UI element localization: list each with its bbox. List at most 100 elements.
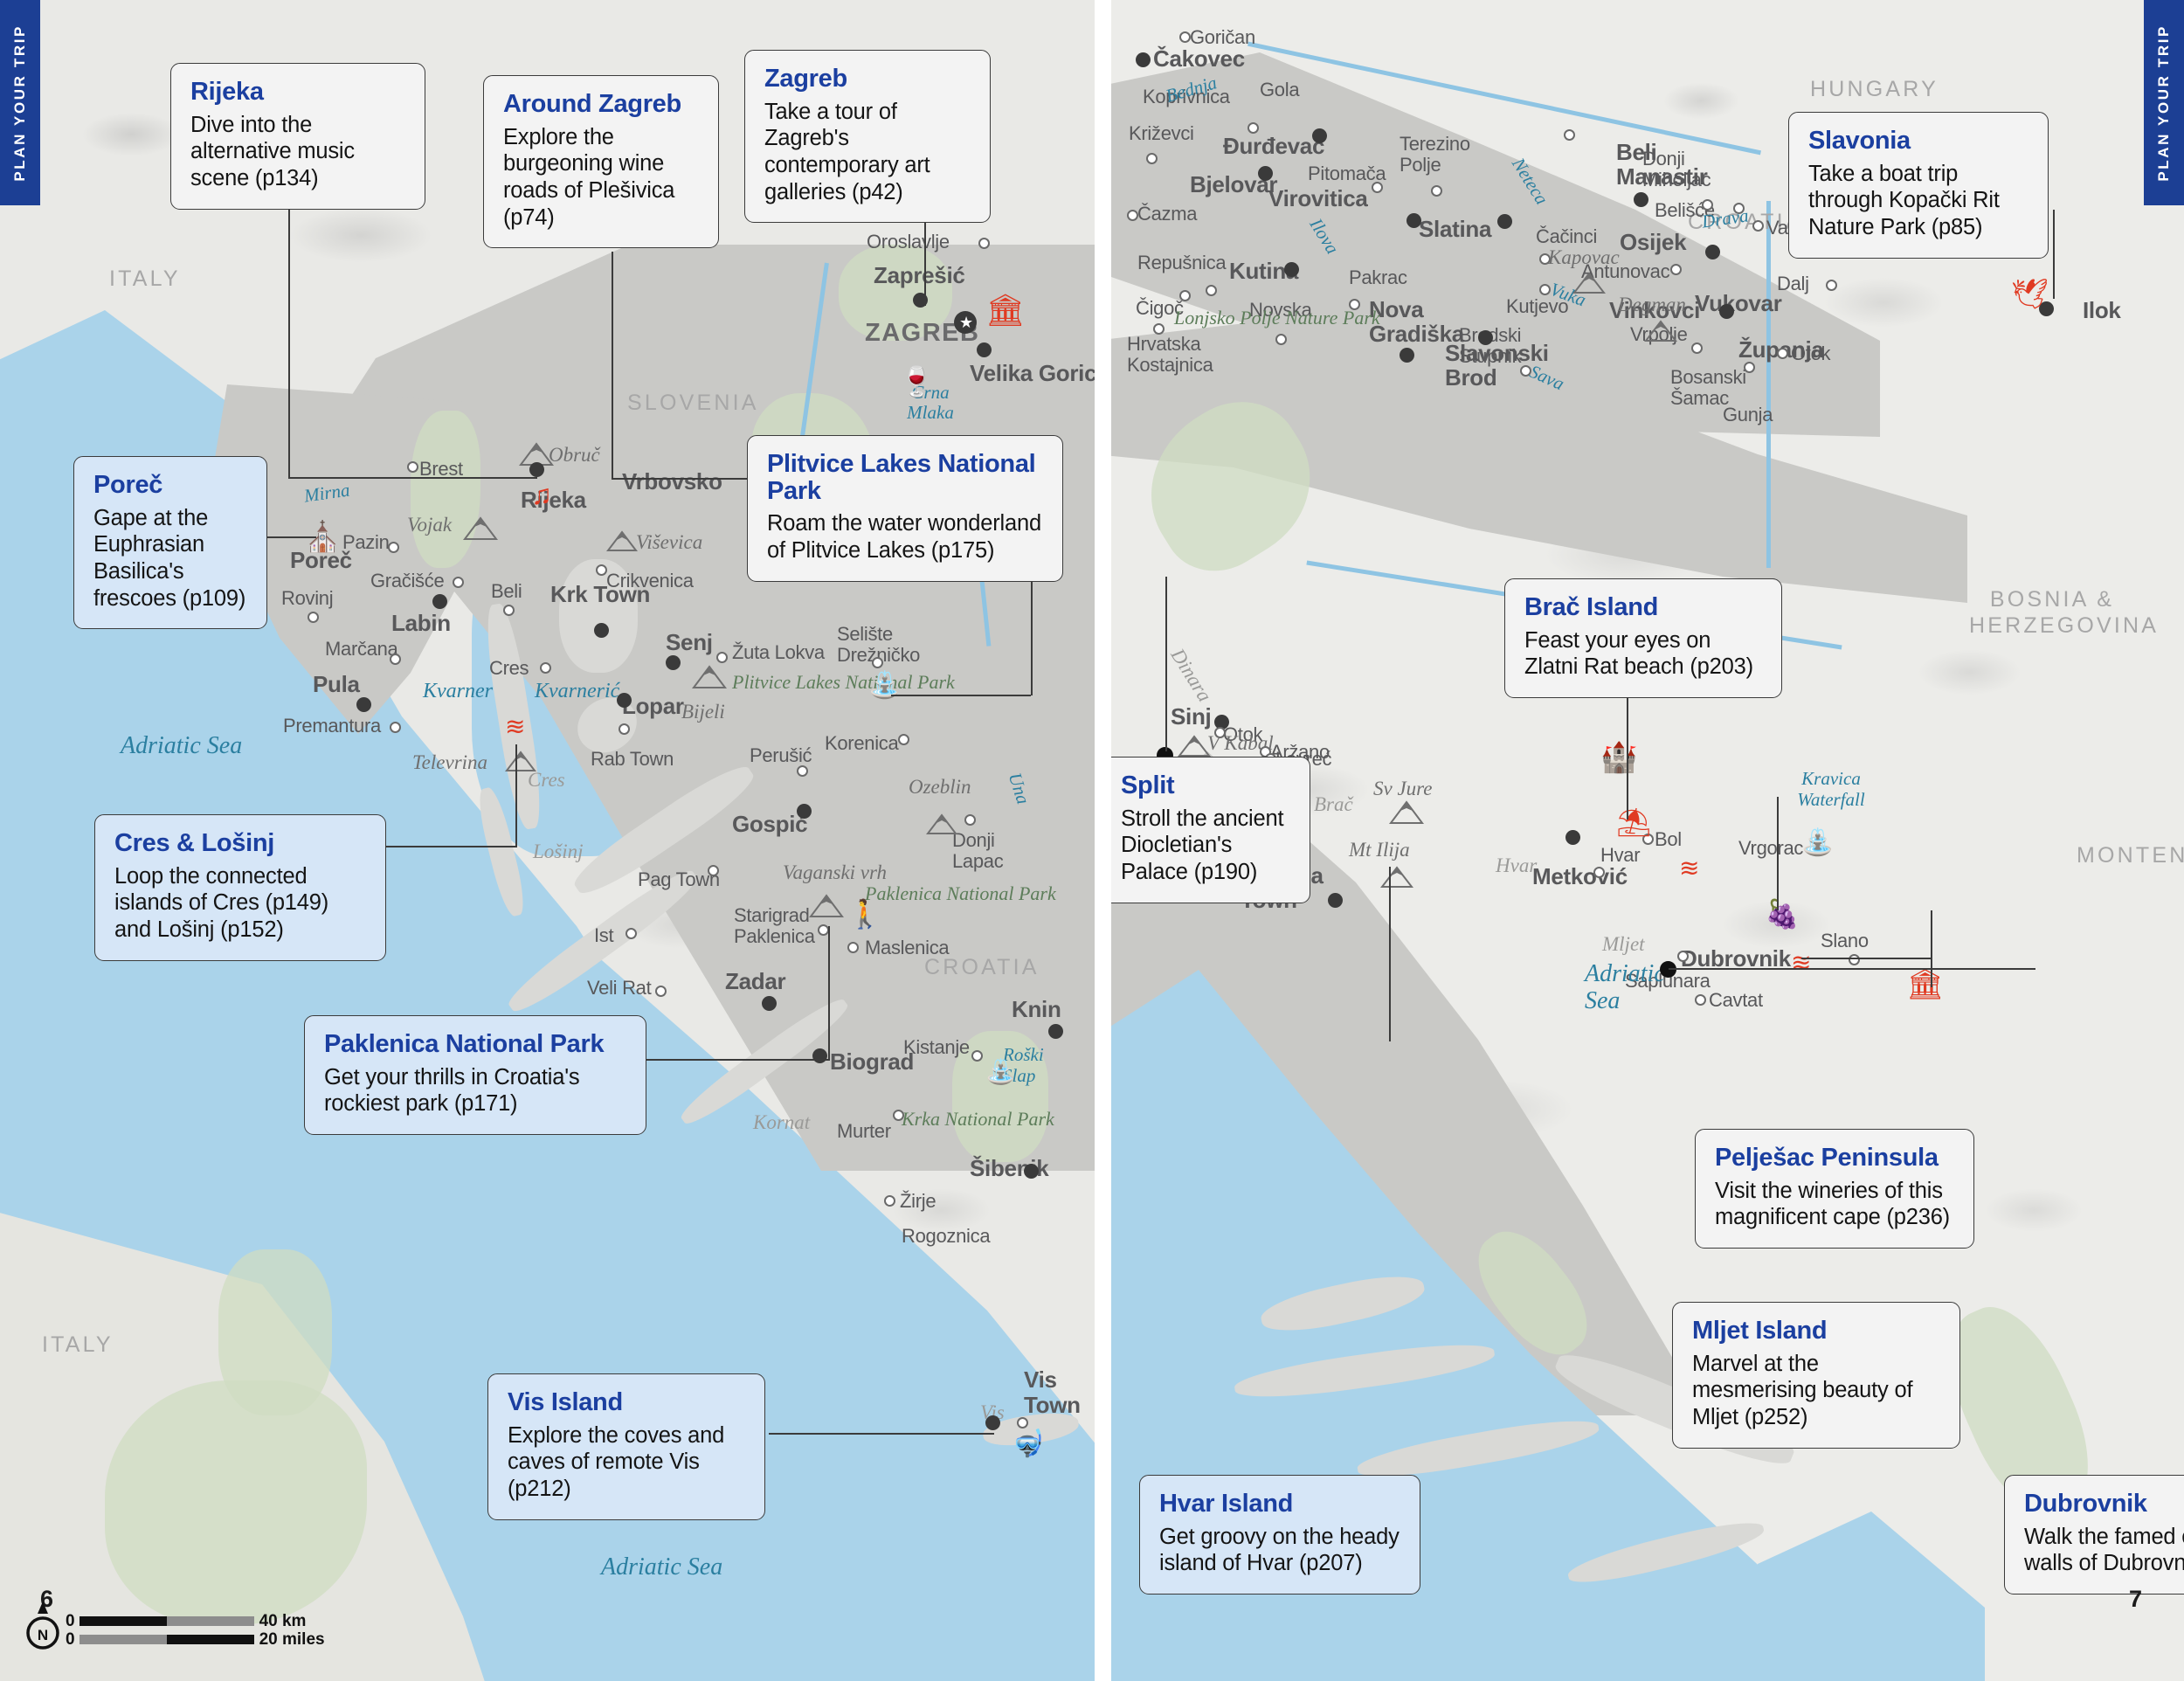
callout-dubrovnik[interactable]: Dubrovnik Walk the famed old town walls …	[2004, 1475, 2184, 1595]
town-dot	[308, 612, 319, 623]
page-number-right: 7	[2128, 1586, 2142, 1612]
city-label-crikvenica: Crikvenica	[606, 570, 694, 591]
city-label-koprivnica: Koprivnica	[1143, 86, 1230, 107]
callout-around-zagreb[interactable]: Around Zagreb Explore the burgeoning win…	[483, 75, 719, 249]
water-label-kvarneric: Kvarnerić	[535, 680, 620, 702]
town-dot	[1564, 129, 1575, 141]
city-label-cacinci: Čačinci	[1536, 225, 1598, 247]
town-dot	[1826, 280, 1837, 291]
city-label-beli: Beli	[491, 580, 522, 602]
callout-slavonia[interactable]: Slavonia Take a boat trip through Kopačk…	[1788, 112, 2049, 259]
museum-icon-dubrovnik: 🏛	[1906, 968, 1945, 1001]
city-dot	[913, 293, 928, 308]
castle-icon: 🏰	[1600, 741, 1638, 774]
city-label-rijeka: Rijeka	[521, 487, 586, 513]
music-icon: ♫	[531, 479, 552, 510]
callout-text: Get groovy on the heady island of Hvar (…	[1159, 1524, 1400, 1576]
callout-brac-island-main[interactable]: Brač Island Feast your eyes on Zlatni Ra…	[1504, 578, 1782, 698]
callout-hvar-island[interactable]: Hvar Island Get groovy on the heady isla…	[1139, 1475, 1420, 1595]
callout-vis-island[interactable]: Vis Island Explore the coves and caves o…	[487, 1373, 765, 1520]
city-dot	[529, 462, 544, 477]
plan-your-trip-label: PLAN YOUR TRIP	[2155, 24, 2172, 182]
city-label-korenica: Korenica	[825, 732, 899, 754]
city-label-slavonski-brod: Slavonski Brod	[1445, 340, 1549, 391]
leader-line-around-zagreb	[612, 252, 613, 479]
city-dot	[797, 804, 812, 819]
callout-title: Pelješac Peninsula	[1715, 1144, 1939, 1172]
city-label-vis-town: Vis Town	[1024, 1366, 1081, 1418]
water-label-adriatic-sea: Adriatic Sea	[121, 732, 243, 759]
city-label-terezino-polje: Terezino Polje	[1400, 133, 1470, 176]
town-dot	[1733, 203, 1745, 214]
country-label-croatia-right: CROATIA	[1688, 210, 1803, 234]
city-dot	[356, 697, 371, 712]
callout-text: Feast your eyes on Zlatni Rat beach (p20…	[1524, 627, 1753, 680]
river-label-kravica-waterfall: Kravica Waterfall	[1797, 768, 1865, 810]
park-label-lonjsko-polje: Lonjsko Polje Nature Park	[1174, 307, 1380, 329]
callout-text: Gape at the Euphrasian Basilica's fresco…	[93, 505, 246, 611]
ucka-park	[411, 411, 480, 568]
waves-icon-mljet: ≋	[1791, 949, 1812, 976]
mountain-icon	[692, 665, 727, 688]
diving-icon: 🤿	[1012, 1429, 1045, 1458]
city-label-gunja: Gunja	[1723, 404, 1773, 425]
city-label-cakovec: Čakovec	[1153, 45, 1245, 72]
town-dot	[1642, 834, 1654, 845]
mountain-icon	[1572, 272, 1606, 294]
city-dot	[666, 655, 681, 670]
city-dot	[1406, 213, 1421, 228]
callout-mljet-island[interactable]: Mljet Island Marvel at the mesmerising b…	[1672, 1302, 1960, 1449]
water-label-adriatic-sea-2: Adriatic Sea	[601, 1553, 723, 1581]
city-label-zuta-lokva: Žuta Lokva	[732, 641, 825, 663]
city-label-veli-rat: Veli Rat	[587, 977, 652, 999]
compass-rose: N	[24, 1600, 61, 1655]
callout-paklenica-national-park[interactable]: Paklenica National Park Get your thrills…	[304, 1015, 646, 1135]
italy-forest-area-2	[218, 1249, 332, 1415]
city-label-brodski-stupnik: Brodski Stupnik	[1459, 325, 1522, 367]
city-label-gospic: Gospić	[732, 811, 808, 837]
town-dot	[1691, 342, 1703, 354]
city-label-nova-gradiska: Nova Gradiška	[1369, 296, 1464, 348]
town-dot	[453, 577, 464, 588]
town-dot	[872, 657, 883, 668]
town-dot	[390, 722, 401, 733]
callout-rijeka[interactable]: Rijeka Dive into the alternative music s…	[170, 63, 425, 210]
city-dot	[1284, 262, 1299, 277]
town-dot	[847, 942, 859, 953]
callout-title: Rijeka	[190, 78, 264, 106]
town-dot	[797, 765, 808, 777]
city-label-pakrac: Pakrac	[1349, 266, 1407, 288]
callout-cres-losinj[interactable]: Cres & Lošinj Loop the connected islands…	[94, 814, 386, 961]
callout-split[interactable]: Split Stroll the ancient Diocletian's Pa…	[1111, 757, 1310, 903]
callout-porec[interactable]: Poreč Gape at the Euphrasian Basilica's …	[73, 456, 267, 630]
peak-label-visevica: Viševica	[636, 531, 703, 553]
capital-star-marker	[954, 311, 977, 334]
city-label-pitomaca: Pitomača	[1308, 163, 1386, 184]
callout-zagreb[interactable]: Zagreb Take a tour of Zagreb's contempor…	[744, 50, 991, 224]
callout-peljesac-peninsula[interactable]: Pelješac Peninsula Visit the wineries of…	[1695, 1129, 1974, 1249]
city-label-marcana: Marčana	[325, 638, 398, 660]
city-label-donji-lapac: Donji Lapac	[952, 829, 1004, 872]
callout-title: Hvar Island	[1159, 1490, 1294, 1518]
peak-label-obruc: Obruč	[549, 444, 600, 466]
town-dot	[1752, 220, 1764, 232]
town-dot	[1275, 334, 1287, 345]
city-dot	[977, 342, 992, 357]
city-label-lopar: Lopar	[622, 693, 684, 719]
river-label-crna-mlaka: Crna Mlaka	[907, 382, 954, 424]
town-dot	[893, 1110, 904, 1121]
town-dot	[884, 1195, 895, 1207]
town-dot	[1206, 285, 1217, 296]
town-dot	[1744, 362, 1755, 373]
dubrovnik-dot	[1660, 961, 1676, 978]
callout-plitvice-lakes-national-park[interactable]: Plitvice Lakes National Park Roam the wa…	[747, 435, 1063, 582]
leader-line-peljesac	[1777, 797, 1779, 910]
leader-line-paklenica-v	[828, 926, 830, 1061]
city-label-beli-manastir: Beli Manastir	[1616, 139, 1708, 190]
town-dot	[1431, 185, 1442, 197]
scale-zero-km: 0	[66, 1611, 75, 1630]
city-dot	[1565, 830, 1580, 845]
mountain-icon	[809, 894, 844, 917]
callout-title: Vis Island	[508, 1388, 623, 1416]
town-dot	[1372, 182, 1383, 193]
